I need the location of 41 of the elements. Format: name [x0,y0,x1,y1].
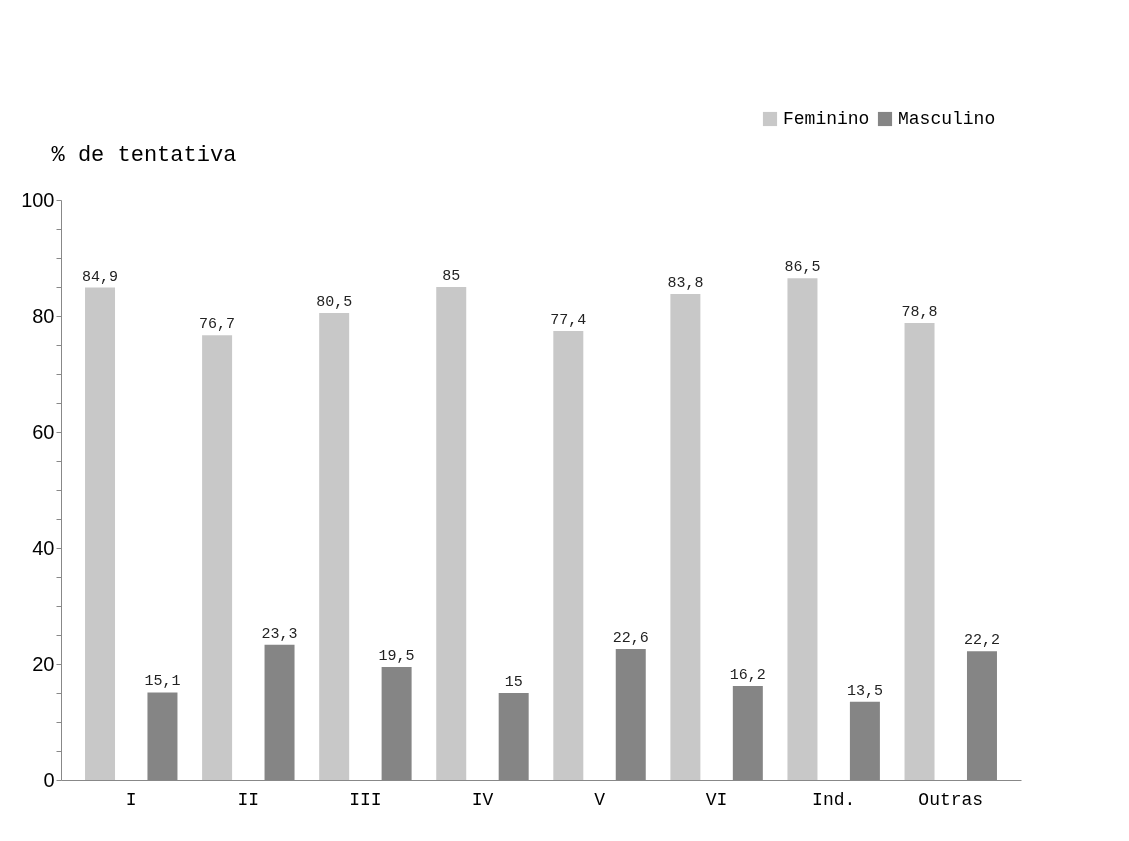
y-tick-label: 80 [32,304,55,327]
x-tick-label: Ind. [812,789,856,810]
bar [319,313,350,780]
data-label: 84,9 [82,268,119,286]
data-label: 78,8 [901,303,938,321]
data-label: 22,6 [612,629,649,647]
x-tick-label: II [237,789,260,810]
data-label: 83,8 [667,274,704,292]
data-label: 16,2 [729,667,766,685]
data-label: 76,7 [199,316,236,334]
y-tick-label: 20 [32,652,55,675]
bar [553,331,584,780]
data-label: 13,5 [846,682,883,700]
data-label: 15 [504,674,523,691]
x-tick-label: III [349,789,382,810]
legend-label: Masculino [898,109,996,129]
x-tick-label: VI [705,789,728,810]
x-tick-label: IV [471,789,494,810]
bar [670,293,701,780]
data-label: 86,5 [784,259,821,277]
x-tick-label: Outras [918,789,984,810]
y-tick-label: 0 [43,768,55,791]
y-tick-label: 60 [32,420,55,443]
y-axis-title: % de tentativa [51,142,237,168]
legend-label: Feminino [783,109,870,129]
x-tick-label: V [594,789,606,810]
data-label: 23,3 [261,625,298,643]
bar [787,278,818,780]
x-tick-label: I [125,789,137,810]
data-label: 80,5 [316,294,353,312]
data-label: 85 [442,268,461,285]
data-label: 77,4 [550,312,587,330]
data-label: 19,5 [378,647,415,665]
bar [85,287,116,780]
y-tick-label: 40 [32,536,55,559]
data-label: 22,2 [963,632,1000,650]
bar [904,322,935,780]
data-label: 15,1 [144,673,181,691]
bar [436,287,467,780]
y-tick-label: 100 [21,188,55,211]
bar [202,335,233,780]
